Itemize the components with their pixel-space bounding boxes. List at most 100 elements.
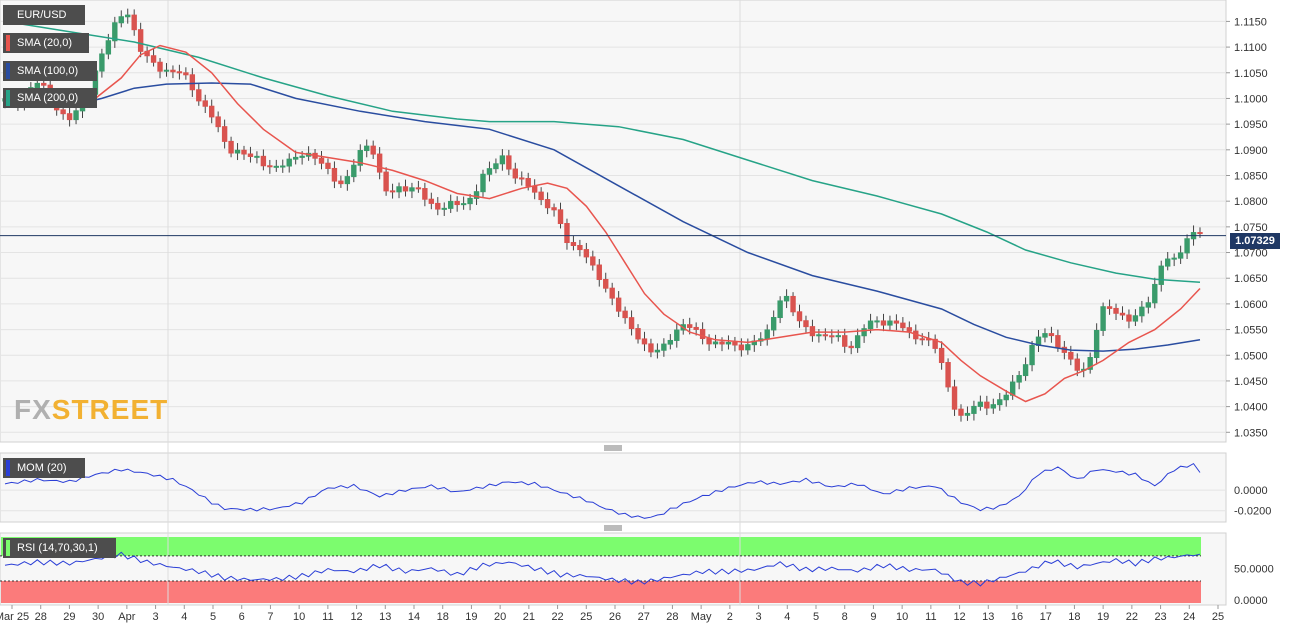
candle [273, 159, 279, 172]
candle [1119, 306, 1126, 320]
candle [221, 119, 228, 149]
candle [280, 159, 286, 173]
candle [163, 63, 170, 77]
candle-body [790, 295, 796, 313]
candle [1029, 340, 1035, 372]
price-tick-label: 1.1150 [1234, 16, 1267, 28]
candle-body [938, 347, 945, 364]
x-tick-label: 19 [1097, 611, 1109, 623]
candle [506, 149, 512, 176]
candle-body [512, 168, 518, 179]
candle [622, 306, 628, 324]
x-tick-label: 27 [638, 611, 650, 623]
candle [822, 328, 829, 341]
candle-body [854, 335, 861, 349]
candle [900, 317, 906, 332]
candle-body [1042, 333, 1048, 338]
panel-resize-handle[interactable] [604, 525, 622, 531]
candle-body [732, 341, 738, 346]
panel-resize-handle[interactable] [604, 445, 622, 451]
candle-body [764, 329, 770, 340]
candle-body [1165, 258, 1171, 267]
candle-body [1139, 306, 1145, 317]
legend-rsi[interactable]: RSI (14,70,30,1) [3, 538, 116, 558]
x-tick-label: 26 [609, 611, 621, 623]
candle [654, 343, 661, 359]
candle-body [131, 14, 137, 31]
candle-body [783, 295, 790, 302]
mom-line [4, 462, 1201, 519]
candle [131, 9, 137, 36]
candle-body [66, 113, 73, 121]
legend-symbol[interactable]: EUR/USD [3, 5, 85, 25]
rsi-overbought-band [1, 537, 1201, 556]
x-tick-label: 2 [727, 611, 733, 623]
candle-body [622, 310, 628, 319]
candle-body [648, 343, 654, 353]
candle-body [331, 167, 338, 182]
candle [389, 183, 396, 199]
legend-mom[interactable]: MOM (20) [3, 458, 85, 478]
candle-body [699, 328, 706, 340]
candle [183, 67, 189, 80]
candle [73, 106, 79, 125]
legend-sma20-label: SMA (20,0) [17, 37, 73, 49]
candle [460, 196, 467, 210]
candle-body [105, 40, 112, 55]
candle-body [499, 155, 506, 165]
candle [473, 184, 480, 205]
candles [2, 8, 1203, 422]
candle [712, 334, 719, 349]
x-tick-label: 20 [494, 611, 506, 623]
rsi-line [4, 551, 1201, 587]
candle-body [842, 335, 848, 347]
candle-body [493, 163, 499, 170]
candle-body [247, 153, 254, 157]
candle-body [1074, 358, 1080, 371]
price-panel [0, 0, 1227, 443]
price-tick-label: 1.0650 [1234, 273, 1268, 285]
candle [848, 341, 854, 355]
candle-body [525, 177, 531, 187]
candle [512, 162, 518, 184]
candle-body [480, 173, 486, 193]
candle [880, 313, 887, 332]
candle-body [745, 344, 751, 351]
candle-body [635, 328, 641, 340]
candle-body [506, 155, 512, 170]
price-tick-label: 1.0450 [1234, 376, 1268, 388]
mom-tick-label: -0.0200 [1234, 506, 1271, 518]
candle-body [428, 198, 435, 204]
legend-sma200[interactable]: SMA (200,0) [3, 88, 97, 108]
candle [603, 272, 609, 293]
candle-body [267, 165, 273, 168]
candle-body [383, 171, 389, 192]
candle [648, 338, 654, 358]
candle-body [125, 14, 131, 18]
candle-body [170, 69, 176, 73]
candle-body [1126, 314, 1132, 322]
candle [893, 314, 900, 331]
candle [770, 310, 777, 337]
candle [590, 250, 596, 271]
x-tick-label: 5 [813, 611, 819, 623]
price-axis: 1.1150 1.1100 1.1050 1.1000 1.0950 1.0900 1.08… [1226, 16, 1268, 439]
candle [674, 323, 680, 348]
legend-sma20[interactable]: SMA (20,0) [3, 33, 89, 53]
candle-body [422, 188, 428, 200]
candle-body [577, 245, 583, 251]
legend-sma100[interactable]: SMA (100,0) [3, 61, 97, 81]
candle [357, 144, 363, 172]
candle [267, 159, 273, 174]
x-tick-label: 29 [63, 611, 75, 623]
rsi-tick-label: 50.0000 [1234, 563, 1274, 575]
candle-body [1184, 238, 1190, 254]
candle [402, 179, 409, 197]
candle-body [900, 322, 906, 329]
candle [1048, 326, 1055, 343]
x-tick-label: 14 [408, 611, 420, 623]
x-tick-label: 30 [92, 611, 104, 623]
sma100-line [4, 82, 1201, 352]
candle [557, 202, 564, 229]
